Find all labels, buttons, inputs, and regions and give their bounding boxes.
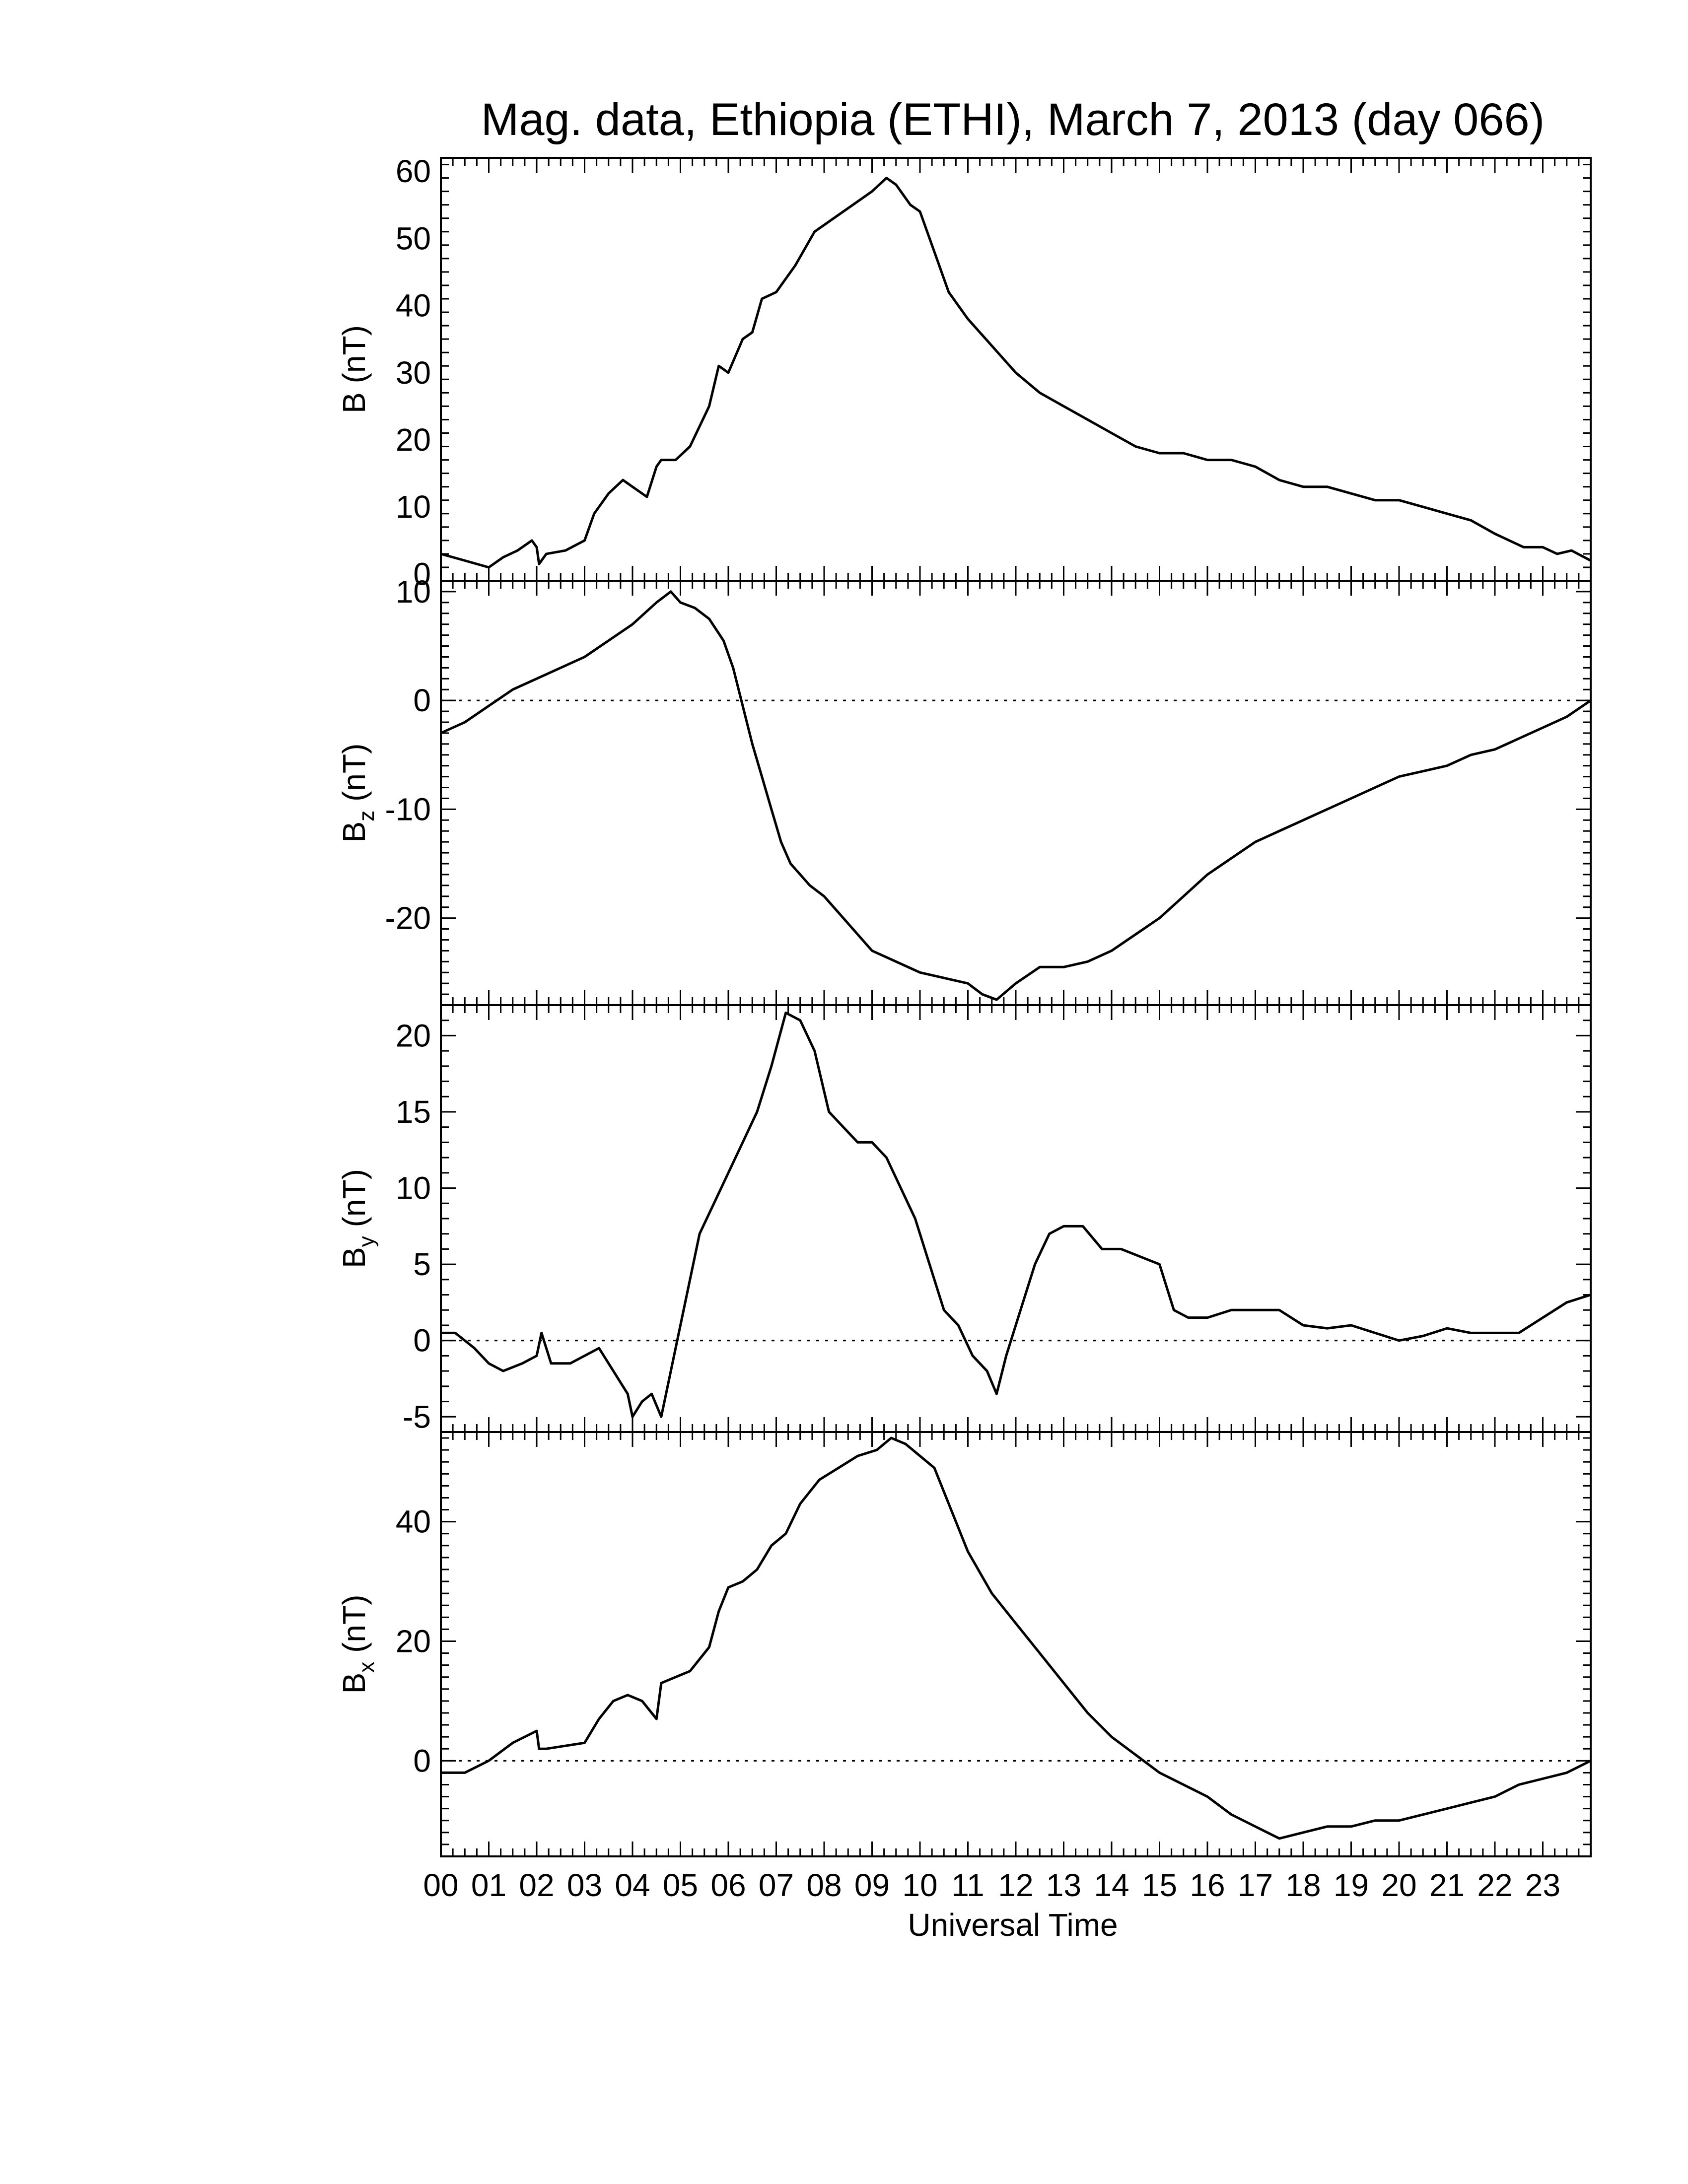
y-tick-label: 50 [396, 220, 431, 256]
y-tick-label: 10 [396, 489, 431, 525]
x-tick-label: 08 [806, 1867, 842, 1903]
x-tick-label: 12 [998, 1867, 1033, 1903]
x-tick-label: 07 [759, 1867, 794, 1903]
panel-2: -20 -10 0 10 Bz (nT) [336, 574, 1592, 1006]
x-tick-label: 22 [1477, 1867, 1512, 1903]
x-tick-label: 01 [471, 1867, 506, 1903]
x-tick-label: 19 [1334, 1867, 1369, 1903]
series-line [441, 1011, 1591, 1418]
x-tick-label: 18 [1285, 1867, 1321, 1903]
chart-title: Mag. data, Ethiopia (ETHI), March 7, 201… [481, 94, 1545, 145]
x-tick-label: 10 [902, 1867, 937, 1903]
x-tick-label: 04 [615, 1867, 650, 1903]
y-tick-label: -5 [403, 1399, 431, 1434]
y-tick-label: 20 [396, 1623, 431, 1659]
x-tick-label: 02 [519, 1867, 554, 1903]
x-tick-label: 23 [1525, 1867, 1560, 1903]
y-tick-label: 60 [396, 153, 431, 189]
x-tick-label: 06 [710, 1867, 746, 1903]
panel-3: -5 0 5 10 15 20 By (nT) [336, 1004, 1592, 1434]
series-line [440, 590, 1592, 1001]
y-tick-label: 20 [396, 422, 431, 458]
panel-frame [440, 1004, 1592, 1433]
panel-1: 0 10 20 30 40 50 60 B (nT) [336, 153, 1592, 592]
x-tick-label: 21 [1429, 1867, 1465, 1903]
y-tick-label: 30 [396, 355, 431, 391]
y-tick-label: 20 [396, 1018, 431, 1053]
x-axis-label: Universal Time [908, 1907, 1118, 1943]
x-tick-label: 11 [951, 1867, 984, 1903]
panel-4: 0 20 40 Bx (nT) [336, 1431, 1592, 1857]
y-tick-label: 10 [396, 574, 431, 610]
y-axis-label: Bx (nT) [336, 1595, 379, 1694]
x-tick-label: 00 [423, 1867, 458, 1903]
y-tick-label: 0 [413, 1743, 431, 1778]
y-axis-label: Bz (nT) [336, 744, 379, 843]
y-tick-label: -20 [385, 900, 431, 936]
y-axis-label: B (nT) [336, 325, 372, 413]
x-tick-label: 03 [567, 1867, 602, 1903]
panel-frame [440, 157, 1592, 582]
x-tick-label: 20 [1381, 1867, 1416, 1903]
x-tick-label: 16 [1190, 1867, 1225, 1903]
x-tick-label: 14 [1094, 1867, 1129, 1903]
series-line [440, 177, 1592, 569]
x-tick-label: 17 [1238, 1867, 1273, 1903]
y-tick-label: 5 [413, 1246, 431, 1282]
y-tick-label: 40 [396, 288, 431, 324]
y-tick-label: 40 [396, 1504, 431, 1540]
x-tick-label: 15 [1142, 1867, 1177, 1903]
y-tick-label: -10 [385, 791, 431, 827]
x-tick-label: 13 [1046, 1867, 1081, 1903]
panel-frame [440, 1431, 1592, 1857]
panel-frame [440, 580, 1592, 1006]
y-tick-label: 0 [413, 682, 431, 718]
y-axis-label: By (nT) [336, 1169, 379, 1268]
x-tick-label: 05 [663, 1867, 698, 1903]
y-tick-label: 15 [396, 1094, 431, 1130]
y-tick-label: 0 [413, 1323, 431, 1359]
series-line [441, 1436, 1592, 1840]
x-axis: 00 01 02 03 04 05 06 07 08 09 10 11 12 13 14 15 16 17 18 19… [423, 1867, 1560, 1903]
y-tick-label: 10 [396, 1170, 431, 1206]
x-tick-label: 09 [854, 1867, 890, 1903]
y-tick-label: 0 [413, 556, 431, 592]
